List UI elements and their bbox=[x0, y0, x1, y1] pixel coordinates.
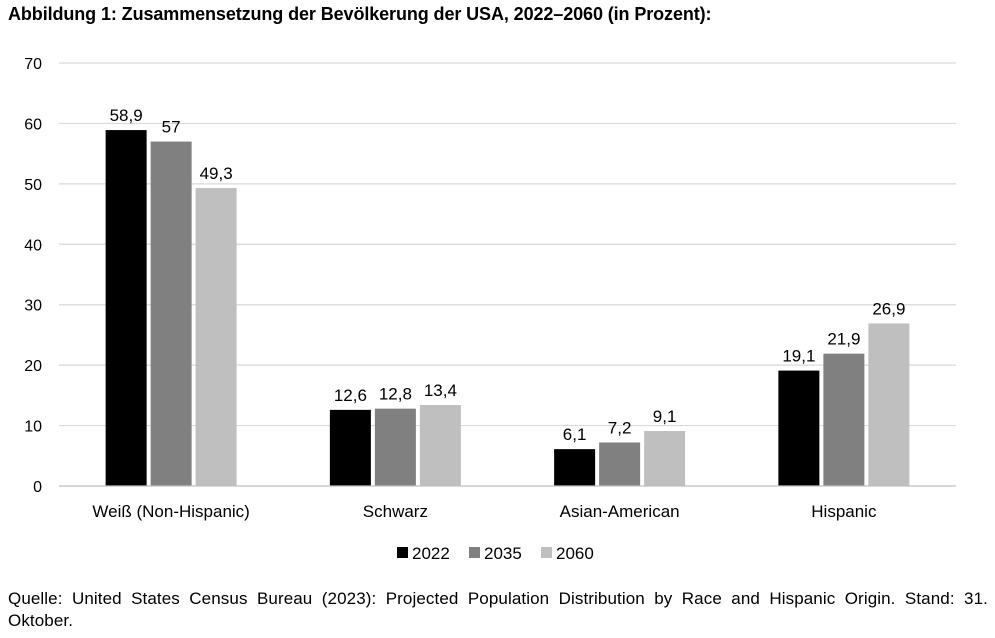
x-category-label: Weiß (Non-Hispanic) bbox=[92, 502, 249, 521]
x-category-label: Schwarz bbox=[363, 502, 428, 521]
data-label: 9,1 bbox=[653, 407, 677, 426]
data-label: 6,1 bbox=[563, 425, 587, 444]
y-tick-40: 40 bbox=[24, 237, 42, 254]
legend-label-2022: 2022 bbox=[412, 544, 450, 563]
y-tick-20: 20 bbox=[24, 358, 42, 375]
data-label: 12,6 bbox=[334, 386, 367, 405]
bar-2035 bbox=[374, 408, 416, 486]
bar-2035 bbox=[599, 442, 641, 486]
x-axis-categories: Weiß (Non-Hispanic) Schwarz Asian-American… bbox=[92, 502, 877, 521]
bar-2022 bbox=[554, 449, 596, 486]
y-tick-30: 30 bbox=[24, 298, 42, 315]
bar-2022 bbox=[329, 409, 371, 486]
data-label: 13,4 bbox=[424, 381, 457, 400]
legend-label-2060: 2060 bbox=[556, 544, 594, 563]
y-tick-60: 60 bbox=[24, 116, 42, 133]
data-label: 58,9 bbox=[110, 106, 143, 125]
legend-swatch-2035 bbox=[469, 547, 480, 558]
x-category-label: Asian-American bbox=[560, 502, 680, 521]
bar-chart: 0 10 20 30 40 50 60 70 58,9 57 49,3 12,6 12,8 13,4 6,… bbox=[24, 56, 956, 563]
data-label: 49,3 bbox=[200, 164, 233, 183]
bar-2060 bbox=[644, 431, 686, 486]
data-labels: 58,9 57 49,3 12,6 12,8 13,4 6,1 7,2 9,1 19,1 21,9 2… bbox=[110, 106, 906, 444]
legend: 2022 2035 2060 bbox=[397, 544, 594, 563]
bar-2060 bbox=[195, 188, 237, 486]
y-tick-10: 10 bbox=[24, 419, 42, 436]
source-note: Quelle: United States Census Bureau (202… bbox=[8, 589, 988, 630]
y-tick-50: 50 bbox=[24, 177, 42, 194]
bar-2022 bbox=[778, 370, 820, 486]
chart-title: Abbildung 1: Zusammensetzung der Bevölke… bbox=[8, 4, 712, 24]
data-label: 21,9 bbox=[827, 330, 860, 349]
data-label: 7,2 bbox=[608, 418, 632, 437]
bar-2060 bbox=[868, 323, 910, 486]
bar-2060 bbox=[419, 405, 461, 486]
data-label: 57 bbox=[162, 118, 181, 137]
data-label: 12,8 bbox=[379, 385, 412, 404]
bar-2035 bbox=[150, 141, 192, 487]
bar-2035 bbox=[823, 353, 865, 486]
y-tick-70: 70 bbox=[24, 56, 42, 73]
data-label: 19,1 bbox=[782, 347, 815, 366]
legend-label-2035: 2035 bbox=[484, 544, 522, 563]
legend-swatch-2022 bbox=[397, 547, 408, 558]
gridlines bbox=[59, 62, 956, 427]
y-axis-ticks: 0 10 20 30 40 50 60 70 bbox=[24, 56, 42, 496]
legend-swatch-2060 bbox=[541, 547, 552, 558]
x-category-label: Hispanic bbox=[811, 502, 877, 521]
y-tick-0: 0 bbox=[33, 479, 42, 496]
bars bbox=[105, 130, 910, 487]
data-label: 26,9 bbox=[872, 299, 905, 318]
bar-2022 bbox=[105, 130, 147, 486]
